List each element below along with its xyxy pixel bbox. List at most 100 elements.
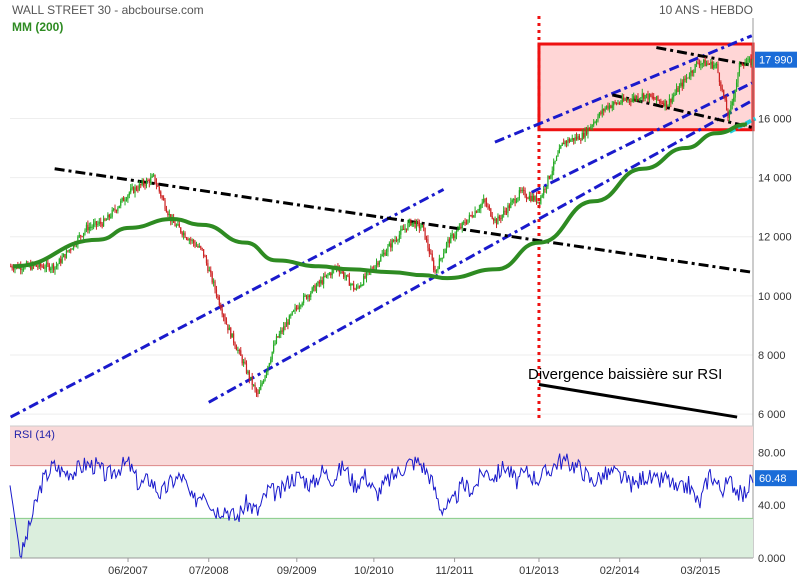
candle-body xyxy=(310,292,312,298)
candle-body xyxy=(365,272,368,278)
candle-body xyxy=(90,226,92,228)
candle-body xyxy=(180,227,182,233)
candle-body xyxy=(560,145,562,149)
x-tick-label: 06/2007 xyxy=(108,565,148,577)
candle-body xyxy=(88,226,90,231)
x-tick-label: 03/2015 xyxy=(681,565,721,577)
candle-body xyxy=(727,110,729,118)
candle-body xyxy=(141,181,143,185)
candle-body xyxy=(695,62,698,65)
candle-body xyxy=(558,148,560,154)
candle-body xyxy=(547,175,549,187)
candle-body xyxy=(325,274,328,277)
candle-body xyxy=(608,105,611,109)
candle-body xyxy=(503,210,505,215)
candle-body xyxy=(635,96,638,100)
candle-body xyxy=(374,265,376,270)
rsi-bands xyxy=(10,425,753,558)
candle-body xyxy=(414,221,416,228)
candle-body xyxy=(471,215,473,217)
candle-body xyxy=(233,333,235,343)
candle-body xyxy=(485,202,488,206)
candle-body xyxy=(634,96,636,100)
candle-body xyxy=(132,187,135,193)
candle-body xyxy=(140,184,142,186)
candle-body xyxy=(318,281,320,284)
candle-body xyxy=(554,160,556,162)
candle-body xyxy=(517,197,519,201)
candle-body xyxy=(513,198,515,201)
candle-body xyxy=(81,236,83,238)
divergence-annotation: Divergence baissière sur RSI xyxy=(528,366,722,383)
candle-body xyxy=(213,281,215,283)
candle-body xyxy=(102,218,105,227)
candle-body xyxy=(653,96,655,99)
candle-body xyxy=(643,93,645,99)
candle-body xyxy=(145,180,148,186)
candle-body xyxy=(137,189,139,191)
candle-body xyxy=(34,265,36,267)
candle-body xyxy=(638,98,641,100)
candle-body xyxy=(214,281,216,290)
candle-body xyxy=(423,224,425,228)
candle-body xyxy=(598,112,600,117)
candle-body xyxy=(521,189,523,191)
candle-body xyxy=(670,98,672,103)
candle-body xyxy=(271,351,273,360)
candle-body xyxy=(431,253,433,261)
candle-body xyxy=(341,271,343,273)
candle-body xyxy=(661,103,663,105)
x-tick-label: 09/2009 xyxy=(277,565,317,577)
candle-body xyxy=(527,198,529,200)
candle-body xyxy=(697,62,699,64)
candle-body xyxy=(738,65,741,73)
candle-body xyxy=(193,240,195,244)
rsi-tick-label: 40.00 xyxy=(758,500,786,512)
candle-body xyxy=(630,100,632,102)
candle-body xyxy=(730,105,732,112)
candle-body xyxy=(480,204,482,209)
candle-body xyxy=(533,195,535,201)
candle-body xyxy=(44,268,46,270)
candle-body xyxy=(710,61,712,65)
candle-body xyxy=(350,284,352,286)
candle-body xyxy=(221,309,223,315)
candle-body xyxy=(525,196,528,199)
candle-body xyxy=(91,226,93,228)
candle-body xyxy=(265,371,268,376)
candle-body xyxy=(603,109,605,111)
candle-body xyxy=(483,199,485,203)
ma200-layer xyxy=(13,122,747,281)
candle-body xyxy=(735,82,738,90)
candle-body xyxy=(591,125,593,127)
candle-body xyxy=(328,273,330,275)
candle-body xyxy=(570,139,572,142)
candle-body xyxy=(317,281,319,286)
candle-body xyxy=(445,243,448,250)
candle-body xyxy=(275,336,278,344)
candle-body xyxy=(463,222,465,224)
x-tick-label: 07/2008 xyxy=(189,565,229,577)
candle-body xyxy=(627,99,629,101)
candle-body xyxy=(557,153,559,157)
candle-body xyxy=(450,234,452,244)
candle-body xyxy=(95,221,98,226)
candle-body xyxy=(100,221,102,224)
candle-body xyxy=(42,266,45,269)
candle-body xyxy=(660,100,662,104)
candle-body xyxy=(460,226,462,229)
period-label: 10 ANS - HEBDO xyxy=(659,3,753,17)
candle-body xyxy=(501,214,503,219)
candle-body xyxy=(620,102,622,104)
candle-body xyxy=(354,289,356,291)
candle-body xyxy=(163,197,165,201)
candle-body xyxy=(184,232,186,238)
candle-body xyxy=(107,214,109,220)
candle-body xyxy=(494,218,496,221)
candle-body xyxy=(244,361,246,364)
candle-body xyxy=(568,139,570,142)
candle-body xyxy=(691,70,693,73)
candle-body xyxy=(530,195,532,201)
candle-body xyxy=(625,99,628,101)
candle-body xyxy=(183,232,185,236)
